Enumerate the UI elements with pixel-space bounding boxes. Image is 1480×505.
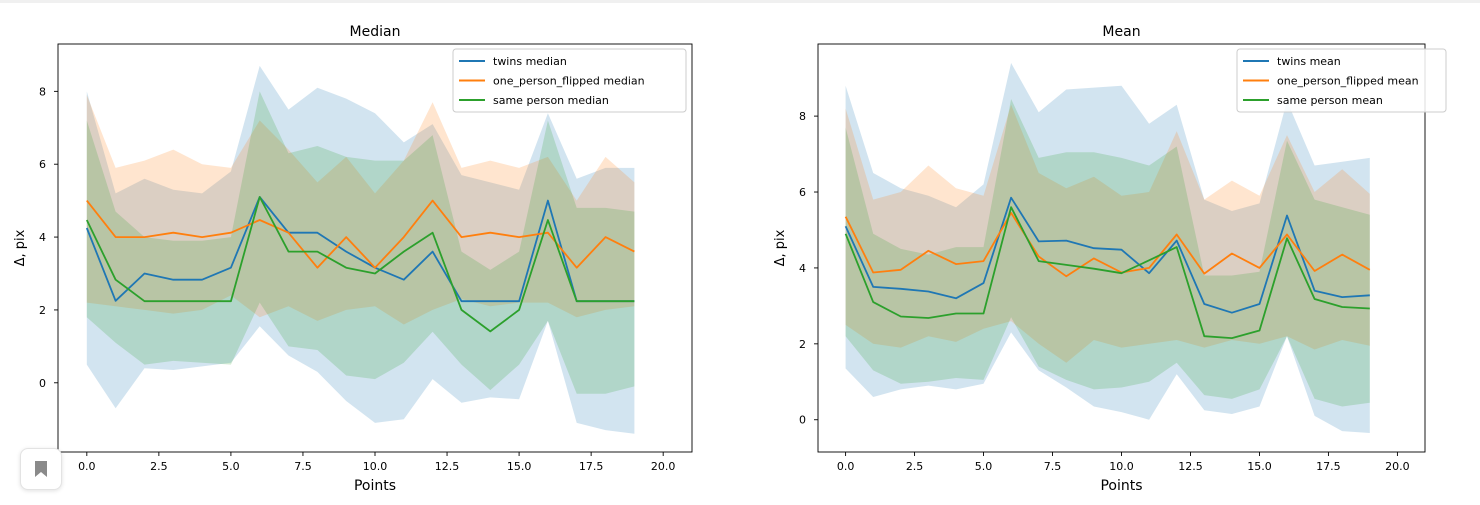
x-tick-label: 5.0 — [975, 460, 993, 473]
y-tick-label: 8 — [39, 85, 46, 98]
y-tick-label: 6 — [39, 158, 46, 171]
series-line-0 — [844, 196, 1370, 314]
y-tick-label: 2 — [799, 338, 806, 351]
x-tick-label: 12.5 — [1178, 460, 1203, 473]
series-line-0 — [85, 196, 635, 303]
chart-median — [85, 65, 635, 434]
notebook-top-border — [0, 0, 1480, 3]
bookmark-icon — [35, 461, 47, 477]
x-tick-label: 2.5 — [906, 460, 924, 473]
band-1 — [845, 104, 1370, 363]
band-2 — [845, 99, 1370, 407]
legend-entry: same person mean — [1277, 94, 1383, 107]
y-tick-label: 6 — [799, 186, 806, 199]
x-tick-label: 20.0 — [1385, 460, 1410, 473]
legend-entry: one_person_flipped median — [493, 75, 645, 88]
x-tick-label: 7.5 — [1044, 460, 1062, 473]
chart-title: Median — [350, 24, 401, 40]
x-tick-label: 0.0 — [837, 460, 855, 473]
x-axis-label: Points — [354, 478, 396, 494]
x-tick-label: 12.5 — [435, 460, 460, 473]
y-tick-label: 0 — [799, 414, 806, 427]
legend-box — [452, 48, 687, 113]
y-tick-label: 4 — [799, 262, 806, 275]
x-tick-label: 15.0 — [1247, 460, 1272, 473]
x-tick-label: 10.0 — [1109, 460, 1134, 473]
band-1 — [86, 95, 635, 325]
series-line-2 — [85, 196, 635, 333]
x-tick-label: 0.0 — [78, 460, 96, 473]
x-axis-label: Points — [1100, 478, 1142, 494]
legend-entry: twins mean — [1277, 55, 1341, 68]
bookmark-button[interactable] — [20, 448, 62, 490]
legend-entry: twins median — [493, 55, 567, 68]
band-0 — [845, 63, 1370, 433]
y-tick-label: 4 — [39, 231, 46, 244]
chart-mean — [844, 63, 1371, 433]
x-tick-label: 2.5 — [150, 460, 168, 473]
legend-entry: one_person_flipped mean — [1277, 75, 1419, 88]
x-tick-label: 7.5 — [294, 460, 312, 473]
band-0 — [86, 65, 635, 434]
chart-title: Mean — [1102, 24, 1140, 40]
band-2 — [86, 91, 635, 394]
y-tick-label: 0 — [39, 377, 46, 390]
x-tick-label: 17.5 — [1316, 460, 1341, 473]
y-axis-label: Δ, pix — [773, 229, 788, 266]
y-axis-label: Δ, pix — [13, 229, 28, 266]
x-tick-label: 5.0 — [222, 460, 240, 473]
x-tick-label: 15.0 — [507, 460, 532, 473]
x-tick-label: 10.0 — [363, 460, 388, 473]
x-tick-label: 17.5 — [579, 460, 604, 473]
legend-box — [1236, 48, 1447, 113]
y-tick-label: 2 — [39, 304, 46, 317]
y-tick-label: 8 — [799, 110, 806, 123]
series-line-1 — [844, 211, 1371, 278]
series-line-2 — [844, 206, 1370, 340]
x-tick-label: 20.0 — [651, 460, 676, 473]
legend-entry: same person median — [493, 94, 609, 107]
